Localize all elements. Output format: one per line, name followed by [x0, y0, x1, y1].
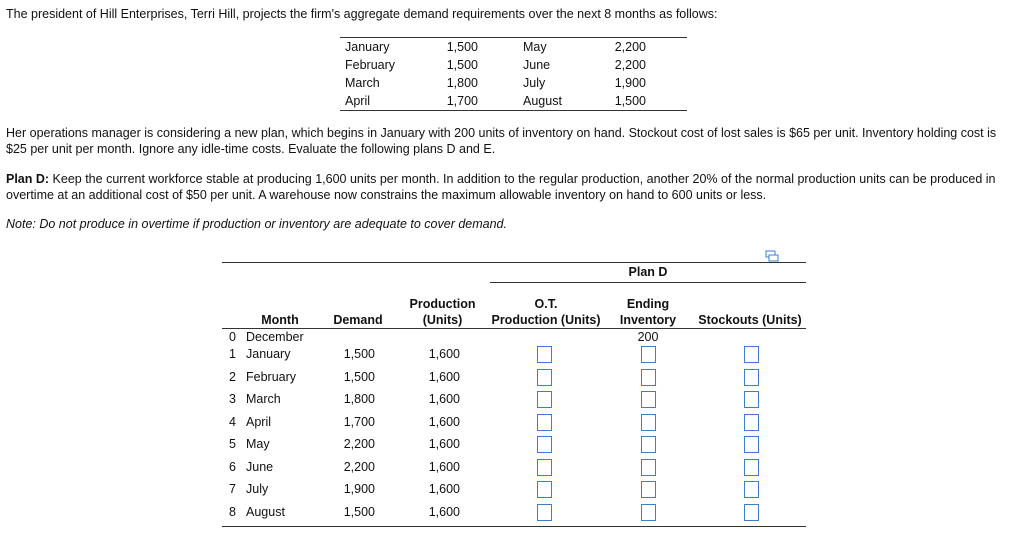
cell: 1,600: [428, 459, 460, 474]
demand-cell: May: [523, 40, 547, 54]
cell: 1,500: [343, 369, 375, 384]
input-box[interactable]: [537, 503, 552, 521]
cell: 1,800: [343, 392, 375, 406]
plan-title: Plan D: [628, 265, 668, 279]
demand-cell: March: [345, 76, 380, 90]
rule: [222, 262, 806, 263]
cell: 1,500: [343, 347, 375, 361]
demand-cell: February: [345, 58, 396, 72]
input-box[interactable]: [744, 413, 759, 431]
cell: 2,200: [343, 437, 375, 451]
header: Production: [409, 297, 476, 311]
demand-cell: 1,500: [614, 94, 646, 108]
cell: January: [246, 347, 291, 361]
input-box[interactable]: [537, 436, 552, 453]
header: Stockouts (Units): [698, 313, 802, 327]
rule: [340, 37, 687, 38]
cell: 4: [229, 414, 236, 429]
month: December: [246, 330, 304, 344]
input-box[interactable]: [537, 458, 552, 476]
cell: 1,600: [428, 414, 460, 429]
demand-cell: 1,800: [446, 76, 478, 90]
ending-inventory: 200: [637, 330, 659, 344]
demand-cell: April: [345, 94, 371, 108]
input-box[interactable]: [641, 503, 656, 521]
cell: 2,200: [343, 459, 375, 474]
header: (Units): [422, 313, 463, 327]
cell: 1: [229, 347, 236, 361]
rule: [340, 110, 687, 111]
plan-d: Plan D: Keep the current workforce stabl…: [6, 171, 1016, 203]
input-box[interactable]: [641, 346, 656, 363]
input-box[interactable]: [641, 481, 656, 498]
cell: 6: [229, 459, 236, 474]
input-box[interactable]: [744, 503, 759, 521]
cell: 3: [229, 392, 236, 406]
cell: 1,600: [428, 482, 460, 496]
input-box[interactable]: [537, 413, 552, 431]
demand-cell: August: [523, 94, 562, 108]
input-box[interactable]: [744, 391, 759, 408]
cell: July: [246, 482, 269, 496]
cell: March: [246, 392, 281, 406]
cell: 1,500: [343, 504, 375, 519]
input-box[interactable]: [641, 413, 656, 431]
demand-cell: June: [523, 58, 551, 72]
cell: 1,600: [428, 504, 460, 519]
input-box[interactable]: [537, 481, 552, 498]
cell: April: [246, 414, 272, 429]
paragraph: Her operations manager is considering a …: [6, 126, 997, 156]
plan-d-label: Plan D:: [6, 172, 50, 186]
cell: 2: [229, 369, 236, 384]
demand-cell: 1,500: [446, 40, 478, 54]
input-box[interactable]: [641, 436, 656, 453]
rule: [222, 328, 806, 329]
input-box[interactable]: [537, 391, 552, 408]
input-box[interactable]: [744, 481, 759, 498]
demand-cell: 1,700: [446, 94, 478, 108]
input-box[interactable]: [744, 458, 759, 476]
copy-icon[interactable]: [765, 250, 779, 262]
input-box[interactable]: [537, 368, 552, 386]
note: Note: Do not produce in overtime if prod…: [6, 217, 507, 231]
input-box[interactable]: [641, 391, 656, 408]
cell: May: [246, 437, 270, 451]
input-box[interactable]: [744, 368, 759, 386]
cell: June: [246, 459, 274, 474]
header: O.T.: [534, 297, 558, 311]
cell: 8: [229, 504, 236, 519]
cell: 1,600: [428, 347, 460, 361]
plan-d-text: Keep the current workforce stable at pro…: [6, 172, 996, 202]
demand-cell: January: [345, 40, 390, 54]
header: Month: [261, 313, 299, 327]
header: Inventory: [619, 313, 677, 327]
cell: 1,600: [428, 369, 460, 384]
demand-cell: 2,200: [614, 40, 646, 54]
row-num: 0: [229, 330, 236, 344]
cell: 1,600: [428, 437, 460, 451]
input-box[interactable]: [641, 368, 656, 386]
input-box[interactable]: [744, 346, 759, 363]
demand-cell: July: [523, 76, 546, 90]
intro: The president of Hill Enterprises, Terri…: [6, 7, 718, 21]
cell: 7: [229, 482, 236, 496]
rule: [222, 526, 806, 527]
demand-cell: 1,900: [614, 76, 646, 90]
cell: 5: [229, 437, 236, 451]
cell: 1,600: [428, 392, 460, 406]
header: Production (Units): [491, 313, 601, 327]
input-box[interactable]: [641, 458, 656, 476]
input-box[interactable]: [537, 346, 552, 363]
header: Demand: [333, 313, 383, 327]
header: Ending: [626, 297, 670, 311]
cell: 1,700: [343, 414, 375, 429]
cell: 1,900: [343, 482, 375, 496]
demand-cell: 1,500: [446, 58, 478, 72]
rule: [490, 282, 806, 283]
demand-cell: 2,200: [614, 58, 646, 72]
cell: February: [246, 369, 297, 384]
input-box[interactable]: [744, 436, 759, 453]
cell: August: [246, 504, 285, 519]
